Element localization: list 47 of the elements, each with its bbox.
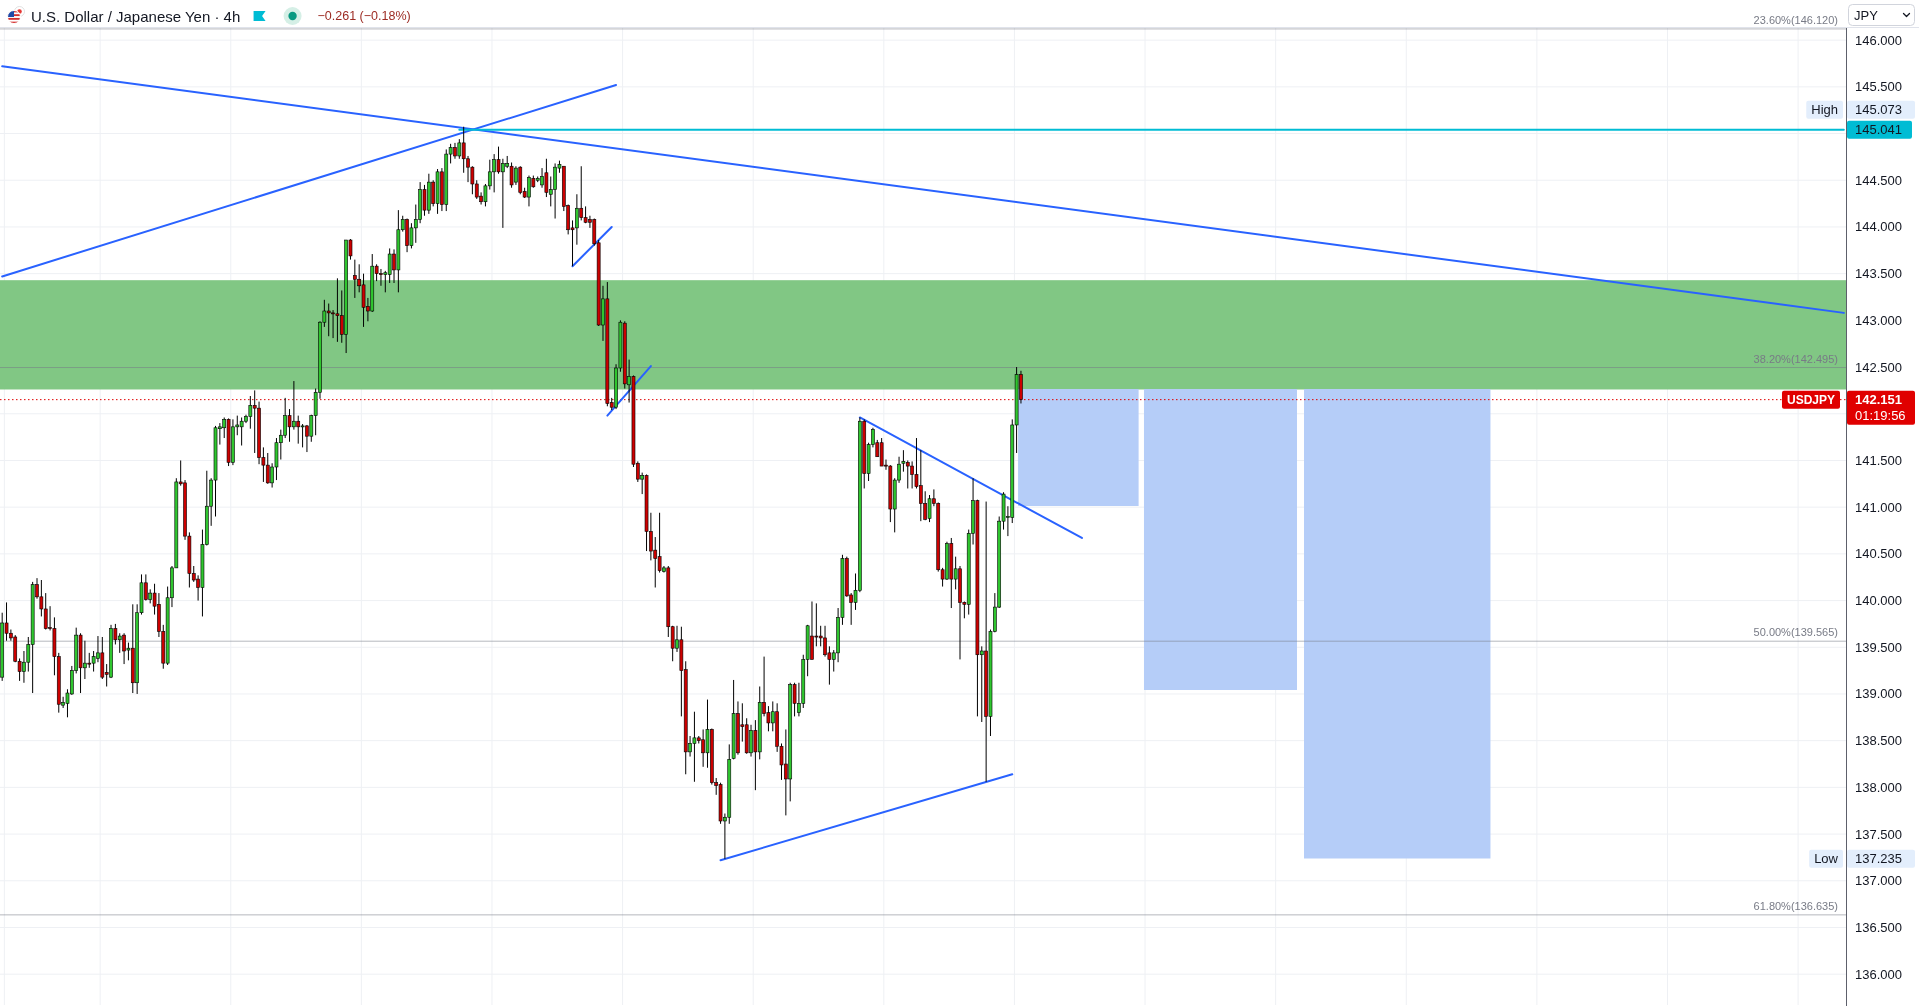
candlestick xyxy=(692,711,697,783)
text: 137.235 xyxy=(1855,851,1902,867)
y-tick-label: 140.000 xyxy=(1855,593,1902,609)
candlestick xyxy=(296,415,301,445)
ref-line-label: 38.20%(142.495) xyxy=(1753,352,1838,365)
chart-title: U.S. Dollar / Japanese Yen · 4h xyxy=(31,7,241,25)
chart-subtitle: −0.261 (−0.18%) xyxy=(317,9,411,23)
text: 142.151 xyxy=(1855,392,1902,408)
candlestick xyxy=(905,459,910,489)
text: 01:19:56 xyxy=(1855,408,1906,424)
y-tick-label: 143.500 xyxy=(1855,266,1902,282)
y-tick-label: 142.500 xyxy=(1855,359,1902,375)
text: 145.073 xyxy=(1855,102,1902,118)
y-tick-label: 143.000 xyxy=(1855,312,1902,328)
y-tick-label: 144.000 xyxy=(1855,219,1902,235)
y-tick-label: 138.500 xyxy=(1855,733,1902,749)
ref-line-label: 50.00%(139.565) xyxy=(1753,626,1838,639)
y-axis-title: JPY xyxy=(1854,8,1879,23)
ref-line-label: 61.80%(136.635) xyxy=(1753,899,1838,912)
y-tick-label: 146.000 xyxy=(1855,32,1902,48)
y-tick-label: 137.500 xyxy=(1855,826,1902,842)
candlestick xyxy=(353,259,357,299)
y-tick-label: 138.000 xyxy=(1855,779,1902,795)
y-tick-label: 140.500 xyxy=(1855,546,1902,562)
ref-line-label: 23.60%(146.120) xyxy=(1753,13,1838,26)
y-tick-label: 136.500 xyxy=(1855,919,1902,935)
annotation: Low xyxy=(1814,851,1839,867)
ref-line-label: USDJPY xyxy=(1786,392,1836,407)
data-label: 145.041 xyxy=(1855,122,1902,138)
y-tick-label: 137.000 xyxy=(1855,873,1902,889)
candlestick xyxy=(239,416,244,447)
candlestick xyxy=(265,452,270,485)
candlestick xyxy=(879,437,884,467)
y-tick-label: 144.500 xyxy=(1855,172,1902,188)
y-tick-label: 141.000 xyxy=(1855,499,1902,515)
y-tick-label: 139.500 xyxy=(1855,639,1902,655)
candlestick xyxy=(335,277,340,343)
candlestick xyxy=(326,303,331,337)
candlestick xyxy=(422,184,427,217)
candlestick xyxy=(457,138,462,160)
candlestick xyxy=(43,592,48,631)
y-tick-label: 145.500 xyxy=(1855,79,1902,95)
annotation: High xyxy=(1811,102,1839,118)
y-tick-label: 141.500 xyxy=(1855,452,1902,468)
y-tick-label: 136.000 xyxy=(1855,966,1902,982)
candlestick xyxy=(117,632,122,654)
y-tick-label: 139.000 xyxy=(1855,686,1902,702)
